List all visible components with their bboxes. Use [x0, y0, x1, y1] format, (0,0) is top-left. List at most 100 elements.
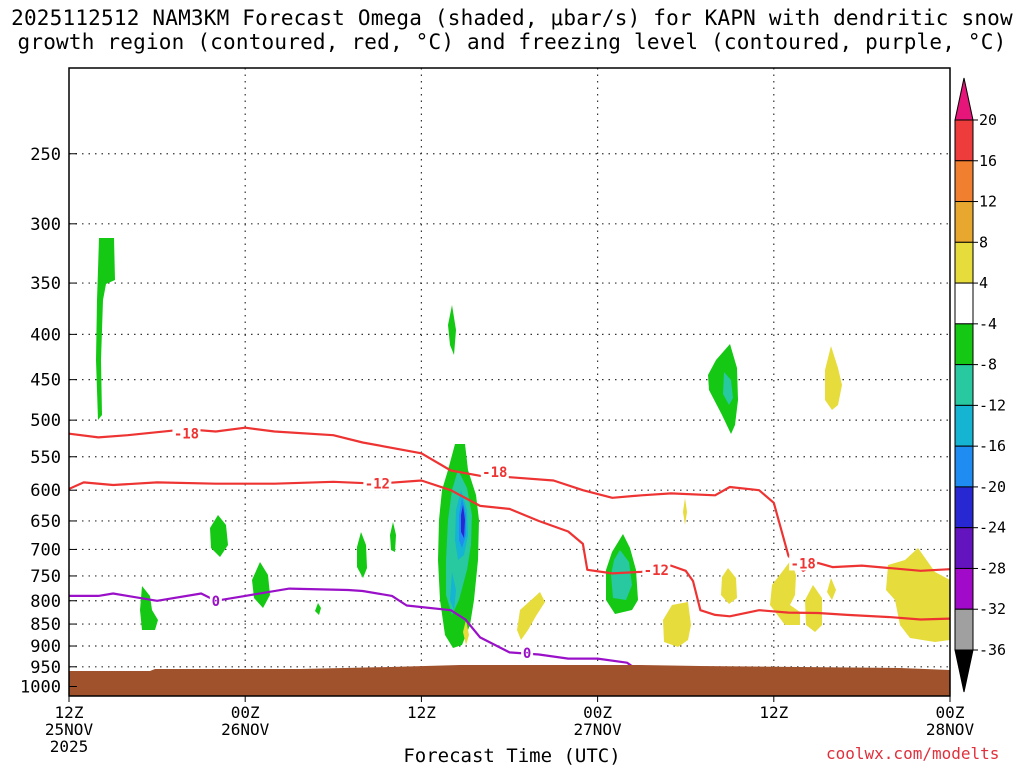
colorbar-label-10: -24: [979, 519, 1006, 537]
colorbar-bin-11: [954, 527, 974, 569]
contour-label-freezing_level-1: 0: [523, 646, 531, 662]
omega-cell-green-upper-center: [448, 305, 456, 355]
colorbar-bin-7: [954, 364, 974, 406]
x-tick-label-0-3: 2025: [50, 737, 89, 756]
omega-cell-core-darkblue: [461, 505, 465, 538]
x-axis-label: Forecast Time (UTC): [403, 745, 621, 767]
y-tick-label-1000: 1000: [20, 678, 61, 698]
omega-cell-green-2: [252, 562, 270, 608]
y-tick-label-250: 250: [30, 145, 61, 165]
credit-text: coolwx.com/modelts: [826, 744, 1000, 763]
contour-label-layer: -18 -18 -18 -12 -12 0 0: [172, 425, 818, 662]
grid-layer: [69, 68, 950, 696]
title-line-2: growth region (contoured, red, °C) and f…: [17, 30, 1007, 54]
y-tick-label-650: 650: [30, 512, 61, 532]
omega-cell-green-1: [210, 515, 228, 557]
colorbar-label-8: -16: [979, 437, 1006, 455]
contour-label-bg-dgz_bottom-0: [363, 475, 392, 491]
y-tick-label-300: 300: [30, 215, 61, 235]
contour-label-dgz_top-2: -18: [791, 556, 816, 572]
omega-cell-yellow-7: [805, 585, 822, 632]
omega-cell-yellow-8: [886, 548, 950, 642]
x-tick-label-3-1: 00Z: [583, 703, 612, 722]
y-tick-label-850: 850: [30, 615, 61, 635]
x-tick-label-1-1: 00Z: [231, 703, 260, 722]
axis-layer: 2503003504004505005506006507007508008509…: [20, 145, 974, 756]
colorbar-bin-10: [954, 486, 974, 529]
y-tick-label-400: 400: [30, 325, 61, 345]
omega-cell-green-5: [390, 522, 396, 552]
x-tick-label-5-1: 00Z: [936, 703, 965, 722]
y-tick-label-700: 700: [30, 540, 61, 560]
omega-cell-green-upper-right: [708, 344, 738, 434]
y-tick-label-350: 350: [30, 274, 61, 294]
plot-frame: [68, 67, 951, 697]
omega-shading-layer: [96, 238, 950, 648]
colorbar-bin-13: [954, 608, 974, 651]
colorbar-label-1: 16: [979, 152, 997, 170]
omega-cell-yellow-1: [517, 592, 545, 640]
omega-cell-teal-mid: [611, 550, 632, 600]
y-tick-label-750: 750: [30, 567, 61, 587]
contour-label-dgz_bottom-1: -12: [644, 563, 669, 579]
omega-cell-yellow-upper-right: [825, 346, 842, 410]
omega-cell-yellow-6: [770, 560, 800, 625]
omega-cell-yellow-5: [721, 568, 737, 604]
contour-freezing_level: [69, 587, 643, 674]
omega-cell-yellow-2: [463, 620, 469, 645]
x-tick-label-0-1: 12Z: [55, 703, 84, 722]
x-tick-label-4-1: 12Z: [759, 703, 788, 722]
omega-cell-core-lower-teal: [450, 572, 456, 610]
colorbar-label-3: 8: [979, 233, 988, 251]
contour-label-dgz_top-1: -18: [482, 465, 507, 481]
colorbar-bin-2: [954, 160, 974, 203]
ground-surface: [69, 665, 950, 696]
colorbar-bin-12: [954, 567, 974, 610]
colorbar-label-12: -32: [979, 600, 1006, 618]
y-tick-label-800: 800: [30, 592, 61, 612]
y-tick-label-950: 950: [30, 658, 61, 678]
colorbar-top-arrow: [954, 77, 974, 121]
colorbar-bin-1: [954, 119, 974, 162]
colorbar-bin-5: [954, 282, 974, 325]
colorbar-label-4: 4: [979, 274, 988, 292]
colorbar-label-9: -20: [979, 478, 1006, 496]
omega-cell-yellow-9: [827, 578, 836, 600]
x-tick-label-3-2: 27NOV: [574, 720, 623, 739]
contour-label-bg-dgz_top-2: [789, 555, 818, 571]
colorbar-bottom-arrow: [954, 649, 974, 693]
x-tick-label-1-2: 26NOV: [221, 720, 270, 739]
contour-label-bg-freezing_level-0: [209, 592, 222, 608]
contour-label-dgz_bottom-0: -12: [365, 477, 390, 493]
chart-title: 2025112512 NAM3KM Forecast Omega (shaded…: [0, 6, 1024, 54]
title-line-1: 2025112512 NAM3KM Forecast Omega (shaded…: [11, 6, 1013, 30]
colorbar: 20 16 12 8 4 -4 -8 -12 -16 -20 -24 -28 -32 -36: [954, 77, 1006, 693]
contour-dgz_top: [69, 426, 950, 572]
colorbar-bin-3: [954, 201, 974, 243]
omega-cell-yellow-4: [683, 498, 687, 525]
omega-cell-green-4: [357, 532, 367, 578]
colorbar-bin-8: [954, 404, 974, 447]
contour-label-bg-dgz_top-1: [480, 463, 509, 479]
colorbar-bin-4: [954, 241, 974, 284]
contour-label-bg-dgz_bottom-1: [642, 561, 671, 577]
colorbar-bin-6: [954, 323, 974, 366]
contour-label-freezing_level-0: 0: [212, 594, 220, 610]
colorbar-label-5: -4: [979, 315, 997, 333]
colorbar-label-0: 20: [979, 111, 997, 129]
colorbar-label-13: -36: [979, 641, 1006, 659]
omega-cell-yellow-3: [663, 602, 691, 647]
omega-cell-green-upper-left: [96, 238, 115, 420]
y-tick-label-600: 600: [30, 481, 61, 501]
y-tick-label-900: 900: [30, 637, 61, 657]
y-tick-label-550: 550: [30, 448, 61, 468]
omega-cell-green-3: [140, 586, 158, 630]
omega-cell-green-6: [315, 603, 321, 615]
omega-cell-teal-upper-right: [723, 372, 733, 405]
colorbar-label-2: 12: [979, 193, 997, 211]
contour-label-bg-dgz_top-0: [172, 425, 201, 441]
colorbar-label-6: -8: [979, 356, 997, 374]
contour-layer: [69, 426, 950, 674]
colorbar-bin-9: [954, 445, 974, 488]
